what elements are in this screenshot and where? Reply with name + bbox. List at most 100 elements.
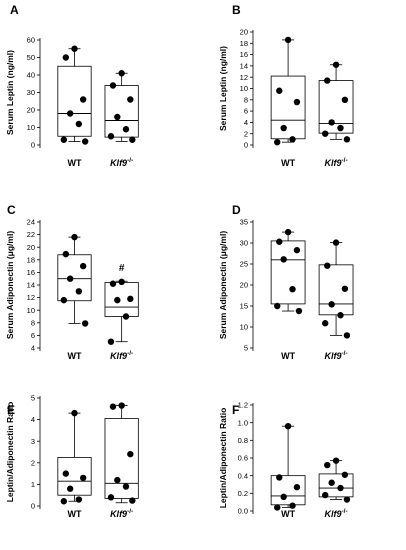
y-tick-label: 14 bbox=[240, 62, 248, 71]
data-point bbox=[127, 295, 134, 303]
panel-D: D 5 10 15 20 25 30 35 Serum Adiponectin (μg/ml) W… bbox=[218, 203, 354, 361]
y-tick-label: 16 bbox=[240, 50, 248, 59]
box-iqr bbox=[318, 80, 354, 134]
y-tick-label: 18 bbox=[27, 255, 35, 264]
category-label: Klf9-/- bbox=[110, 350, 133, 361]
data-point bbox=[337, 312, 344, 319]
category-name: Klf9 bbox=[110, 509, 127, 519]
panel-letter: F bbox=[232, 403, 239, 417]
y-tick-label: 4 bbox=[244, 118, 248, 127]
data-point bbox=[60, 136, 68, 143]
category-label: Klf9-/- bbox=[110, 157, 133, 168]
category-name: Klf9 bbox=[324, 509, 341, 519]
y-tick-label: 6 bbox=[244, 107, 248, 116]
category-name: Klf9 bbox=[110, 158, 127, 168]
panel-B: B 0 2 4 6 8 10 12 14 16 18 20 Serum Leptin (ng/ml) WT… bbox=[218, 3, 354, 168]
y-tick-label: 4 bbox=[31, 344, 35, 353]
data-point bbox=[75, 288, 83, 295]
data-point bbox=[289, 136, 296, 143]
y-axis-title: Serum Leptin (ng/ml) bbox=[5, 50, 15, 135]
y-tick-label: 30 bbox=[27, 88, 35, 97]
data-point bbox=[322, 130, 329, 137]
data-point bbox=[62, 54, 70, 61]
category-label: WT bbox=[68, 351, 82, 361]
data-point bbox=[332, 239, 340, 246]
category-label: WT bbox=[68, 509, 82, 519]
category-name: Klf9 bbox=[324, 351, 341, 361]
panel-letter: C bbox=[7, 203, 16, 217]
data-point bbox=[343, 136, 351, 143]
data-point bbox=[324, 77, 331, 84]
category-label: Klf9-/- bbox=[324, 508, 347, 519]
data-point bbox=[280, 493, 287, 501]
data-point bbox=[341, 285, 349, 292]
data-point bbox=[322, 491, 329, 499]
panel-letter: E bbox=[7, 403, 15, 417]
panel-E: E 0 1 2 3 4 5 Leptin/Adiponectin Ratio WT Klf9-/- bbox=[5, 394, 139, 519]
y-tick-label: 8 bbox=[244, 95, 248, 104]
data-point bbox=[276, 87, 283, 94]
data-point bbox=[118, 70, 125, 77]
y-tick-label: 10 bbox=[240, 323, 248, 332]
data-point bbox=[332, 61, 340, 68]
data-point bbox=[280, 256, 287, 263]
data-point bbox=[71, 409, 78, 417]
box-group-wt bbox=[57, 233, 92, 327]
data-point bbox=[341, 471, 349, 478]
y-tick-label: 8 bbox=[31, 318, 35, 327]
y-tick-label: 0.8 bbox=[238, 436, 248, 445]
category-name: Klf9 bbox=[110, 351, 127, 361]
data-point bbox=[289, 502, 296, 509]
category-name: WT bbox=[68, 158, 82, 168]
data-point bbox=[274, 302, 281, 310]
data-point bbox=[66, 110, 74, 117]
y-tick-label: 10 bbox=[27, 306, 35, 315]
category-name: Klf9 bbox=[324, 158, 341, 168]
data-point bbox=[289, 286, 296, 293]
category-superscript: -/- bbox=[127, 350, 133, 357]
y-tick-label: 0.2 bbox=[238, 489, 248, 498]
box-group-klf9 bbox=[104, 278, 139, 345]
category-label: WT bbox=[281, 509, 295, 519]
y-tick-label: 20 bbox=[27, 243, 35, 252]
y-tick-label: 2 bbox=[31, 458, 35, 467]
box-group-wt bbox=[57, 409, 92, 505]
data-point bbox=[118, 278, 125, 286]
data-point bbox=[337, 484, 344, 492]
data-point bbox=[109, 403, 117, 410]
data-point bbox=[293, 98, 301, 106]
significance-marker: # bbox=[119, 263, 125, 274]
y-tick-label: 10 bbox=[27, 123, 35, 132]
box-group-wt bbox=[270, 228, 306, 315]
y-tick-label: 0 bbox=[31, 141, 35, 150]
category-superscript: -/- bbox=[127, 157, 133, 164]
y-tick-label: 3 bbox=[31, 437, 35, 446]
data-point bbox=[332, 457, 340, 464]
data-point bbox=[81, 138, 89, 145]
y-tick-label: 5 bbox=[31, 394, 35, 403]
y-axis-title: Serum Adiponectin (μg/ml) bbox=[5, 231, 15, 339]
category-name: WT bbox=[281, 509, 295, 519]
category-superscript: -/- bbox=[342, 508, 348, 515]
y-tick-label: 40 bbox=[27, 71, 35, 80]
box-group-klf9 bbox=[104, 70, 139, 143]
category-name: WT bbox=[281, 351, 295, 361]
data-point bbox=[81, 320, 89, 327]
y-tick-label: 20 bbox=[27, 106, 35, 115]
data-point bbox=[114, 113, 121, 121]
data-point bbox=[274, 504, 281, 511]
y-tick-label: 0.6 bbox=[238, 454, 248, 463]
y-tick-label: 18 bbox=[240, 39, 248, 48]
y-tick-label: 16 bbox=[27, 268, 35, 277]
data-point bbox=[322, 320, 329, 327]
box-iqr bbox=[104, 85, 139, 138]
data-point bbox=[293, 246, 301, 254]
y-tick-label: 0.4 bbox=[238, 471, 248, 480]
data-point bbox=[122, 313, 130, 320]
box-iqr bbox=[318, 264, 354, 316]
data-point bbox=[337, 124, 344, 132]
category-name: WT bbox=[68, 351, 82, 361]
data-point bbox=[274, 138, 281, 146]
data-point bbox=[328, 479, 335, 486]
